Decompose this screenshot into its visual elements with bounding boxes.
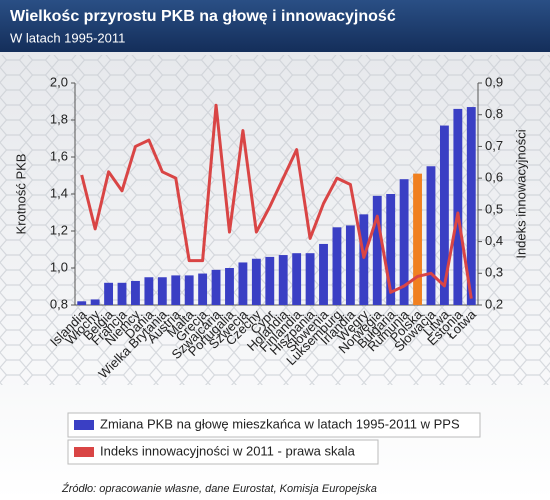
- bar: [305, 253, 315, 305]
- bar: [157, 277, 167, 305]
- bar: [426, 166, 436, 305]
- y2-tick-label: 0,7: [485, 138, 503, 153]
- bar: [386, 194, 396, 305]
- y2-tick-label: 0,8: [485, 106, 503, 121]
- chart-title: Wielkośc przyrostu PKB na głowę i innowa…: [10, 8, 396, 25]
- bar: [251, 258, 261, 305]
- source: Źródło: opracowanie własne, dane Eurosta…: [61, 482, 377, 495]
- y-tick-label: 0,8: [50, 296, 68, 311]
- y2-tick-label: 0,5: [485, 201, 503, 216]
- legend-box: [67, 412, 481, 438]
- y-tick-label: 1,2: [50, 222, 68, 237]
- bar: [319, 243, 328, 305]
- legend-label: Indeks innowacyjności w 2011 - prawa ska…: [100, 443, 356, 458]
- bar: [131, 280, 140, 305]
- y-tick-label: 1,4: [50, 185, 68, 200]
- header: [0, 0, 550, 52]
- bar: [171, 275, 181, 305]
- bar: [104, 282, 114, 305]
- y2-tick-label: 0,6: [485, 170, 503, 185]
- bar: [278, 255, 288, 305]
- bar: [413, 173, 422, 305]
- y-tick-label: 2,0: [50, 74, 68, 89]
- bar: [184, 275, 194, 305]
- y-axis-label: Krotność PKB: [13, 154, 28, 235]
- chart-subtitle: W latach 1995-2011: [10, 30, 125, 45]
- legend-label: Zmiana PKB na głowę mieszkańca w latach …: [100, 416, 460, 431]
- bar: [466, 107, 476, 305]
- bar: [211, 269, 221, 305]
- bar: [332, 227, 342, 305]
- bar: [90, 299, 100, 305]
- bar: [225, 268, 234, 305]
- y-tick-label: 1,0: [50, 259, 68, 274]
- y2-axis-label: Indeks innowacyjności: [513, 129, 528, 258]
- bar: [144, 277, 154, 305]
- y2-tick-label: 0,9: [485, 74, 503, 89]
- bar: [77, 301, 87, 305]
- y2-tick-label: 0,3: [485, 265, 503, 280]
- legend-box: [67, 439, 379, 465]
- line: [80, 103, 473, 299]
- y2-tick-label: 0,2: [485, 296, 503, 311]
- bar: [453, 108, 463, 306]
- bar: [198, 273, 208, 305]
- bar: [439, 125, 449, 305]
- bar: [265, 256, 275, 305]
- y-tick-label: 1,6: [50, 148, 68, 163]
- bar: [345, 225, 355, 305]
- y2-tick-label: 0,4: [485, 233, 503, 248]
- bar: [372, 195, 382, 305]
- y-tick-label: 1,8: [50, 111, 68, 126]
- legend-swatch: [74, 420, 94, 430]
- legend-swatch: [74, 447, 94, 457]
- bar: [292, 253, 302, 305]
- bar: [399, 179, 409, 305]
- bar: [359, 214, 369, 305]
- bar: [238, 262, 248, 305]
- bar: [117, 282, 127, 305]
